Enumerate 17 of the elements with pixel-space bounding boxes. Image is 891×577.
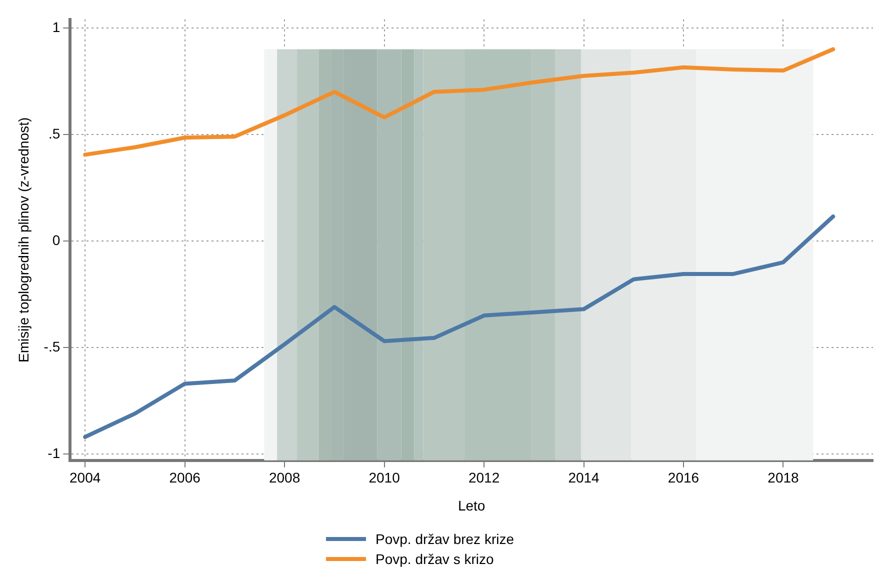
x-tick-label: 2006 — [169, 470, 201, 486]
y-tick-label: -1 — [48, 444, 60, 461]
legend-label: Povp. držav s krizo — [376, 551, 494, 567]
y-axis-title: Emisije toplogrednih plinov (z-vrednost) — [15, 117, 32, 362]
x-tick-label: 2004 — [70, 470, 101, 486]
x-tick-label: 2010 — [368, 470, 400, 486]
x-tick-label: 2008 — [268, 470, 300, 486]
legend-label: Povp. držav brez krize — [376, 531, 514, 547]
x-axis-title: Leto — [458, 497, 486, 514]
y-tick-label: -.5 — [44, 338, 60, 354]
x-tick-label: 2012 — [468, 470, 500, 486]
x-tick-label: 2018 — [768, 470, 800, 486]
x-tick-label: 2014 — [568, 470, 600, 486]
y-tick-label: 0 — [52, 232, 60, 248]
x-tick-label: 2016 — [668, 470, 700, 486]
y-tick-label: 1 — [52, 18, 60, 35]
y-tick-label: .5 — [48, 125, 60, 142]
